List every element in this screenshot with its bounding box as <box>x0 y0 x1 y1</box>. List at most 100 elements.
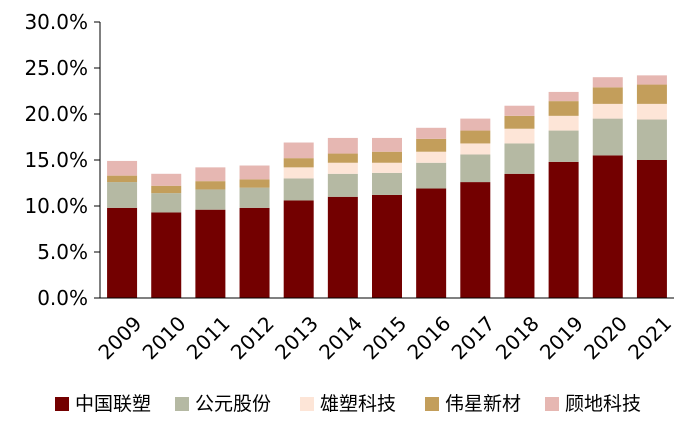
bar-segment-2017-0 <box>460 182 491 298</box>
legend-item-2: 雄塑科技 <box>300 393 396 415</box>
bar-segment-2013-1 <box>283 178 314 201</box>
bar-segment-2011-3 <box>195 181 226 190</box>
bar-segment-2016-3 <box>416 138 447 152</box>
bar-segment-2021-2 <box>636 103 667 120</box>
bar-segment-2017-2 <box>460 143 491 155</box>
y-tick-label: 30.0% <box>24 10 88 34</box>
bar-segment-2017-1 <box>460 154 491 183</box>
legend-label: 伟星新材 <box>445 393 521 415</box>
legend: 中国联塑 公元股份 雄塑科技 伟星新材 顾地科技 <box>55 393 641 415</box>
bar-segment-2019-2 <box>548 115 579 131</box>
bar-stack-2017 <box>460 118 491 298</box>
y-tick-label: 5.0% <box>37 240 88 264</box>
legend-label: 公元股份 <box>195 393 271 415</box>
legend-swatch <box>175 397 189 411</box>
y-tick-label: 25.0% <box>24 56 88 80</box>
bar-segment-2014-0 <box>327 196 358 298</box>
bar-segment-2015-3 <box>372 151 402 163</box>
bar-segment-2014-2 <box>327 162 358 174</box>
x-tick-label: 2017 <box>447 311 500 364</box>
bar-stack-2018 <box>504 105 535 298</box>
bar-segment-2010-3 <box>151 185 182 194</box>
bar-segment-2015-1 <box>372 172 402 195</box>
y-axis: 0.0% 5.0% 10.0% 15.0% 20.0% 25.0% 30.0% <box>24 10 101 310</box>
legend-swatch <box>300 397 314 411</box>
x-axis: 2009201020112012201320142015201620172018… <box>93 297 676 364</box>
bar-stack-2010 <box>151 173 182 298</box>
x-tick-label: 2013 <box>270 311 323 364</box>
bar-segment-2011-4 <box>195 167 226 182</box>
bar-segment-2021-3 <box>636 84 667 104</box>
bar-segment-2018-0 <box>504 173 535 298</box>
bar-stack-2014 <box>327 137 358 298</box>
bar-segment-2019-1 <box>548 130 579 162</box>
bar-segment-2018-1 <box>504 143 535 174</box>
bar-segment-2014-3 <box>327 153 358 163</box>
bar-segment-2016-0 <box>416 188 447 298</box>
bar-segment-2020-3 <box>592 87 623 104</box>
x-tick-label: 2020 <box>579 311 632 364</box>
bar-stack-2016 <box>416 127 447 298</box>
bar-segment-2016-1 <box>416 162 447 189</box>
bar-segment-2012-3 <box>239 179 270 188</box>
bar-segment-2016-2 <box>416 151 447 163</box>
bars <box>107 75 667 298</box>
bar-segment-2017-4 <box>460 118 491 131</box>
bar-segment-2009-3 <box>107 175 138 183</box>
y-tick-label: 20.0% <box>24 102 88 126</box>
x-tick-label: 2019 <box>535 311 588 364</box>
bar-segment-2012-4 <box>239 165 270 180</box>
bar-stack-2009 <box>107 160 138 298</box>
bar-stack-2013 <box>283 142 314 298</box>
bar-segment-2018-3 <box>504 115 535 129</box>
x-tick-label: 2009 <box>93 311 146 364</box>
legend-item-1: 公元股份 <box>175 393 271 415</box>
bar-segment-2020-2 <box>592 103 623 119</box>
bar-segment-2018-2 <box>504 128 535 144</box>
y-tick-label: 15.0% <box>24 148 88 172</box>
legend-swatch <box>545 397 559 411</box>
bar-segment-2013-3 <box>283 158 314 168</box>
bar-segment-2009-1 <box>107 182 138 208</box>
legend-item-3: 伟星新材 <box>425 393 521 415</box>
x-tick-label: 2015 <box>358 311 411 364</box>
x-tick-label: 2021 <box>623 311 676 364</box>
bar-segment-2010-0 <box>151 212 182 298</box>
bar-segment-2012-0 <box>239 207 270 298</box>
bar-segment-2009-4 <box>107 160 138 176</box>
bar-stack-2019 <box>548 91 579 298</box>
bar-stack-2015 <box>372 137 402 298</box>
bar-segment-2016-4 <box>416 127 447 139</box>
bar-stack-2011 <box>195 167 226 298</box>
bar-segment-2014-4 <box>327 137 358 154</box>
x-tick-label: 2014 <box>314 311 367 364</box>
bar-segment-2015-4 <box>372 137 402 152</box>
bar-stack-2012 <box>239 165 270 298</box>
bar-segment-2021-0 <box>636 160 667 298</box>
bar-segment-2021-4 <box>636 75 667 85</box>
legend-label: 雄塑科技 <box>320 393 396 415</box>
bar-segment-2020-4 <box>592 77 623 88</box>
legend-label: 中国联塑 <box>75 393 151 415</box>
bar-segment-2019-3 <box>548 101 579 116</box>
y-tick-label: 0.0% <box>37 286 88 310</box>
bar-segment-2013-2 <box>283 167 314 179</box>
legend-label: 顾地科技 <box>565 393 641 415</box>
x-tick-label: 2012 <box>226 311 279 364</box>
x-tick-label: 2016 <box>402 311 455 364</box>
bar-segment-2018-4 <box>504 105 535 116</box>
x-tick-label: 2010 <box>138 311 191 364</box>
legend-swatch <box>55 397 69 411</box>
x-tick-label: 2018 <box>491 311 544 364</box>
bar-segment-2012-1 <box>239 187 270 208</box>
bar-segment-2013-4 <box>283 142 314 159</box>
bar-segment-2011-1 <box>195 189 226 210</box>
bar-segment-2021-1 <box>636 119 667 160</box>
bar-segment-2010-1 <box>151 193 182 213</box>
bar-segment-2015-2 <box>372 162 402 173</box>
y-tick-label: 10.0% <box>24 194 88 218</box>
legend-item-4: 顾地科技 <box>545 393 641 415</box>
bar-segment-2011-0 <box>195 209 226 298</box>
bar-segment-2015-0 <box>372 194 402 298</box>
